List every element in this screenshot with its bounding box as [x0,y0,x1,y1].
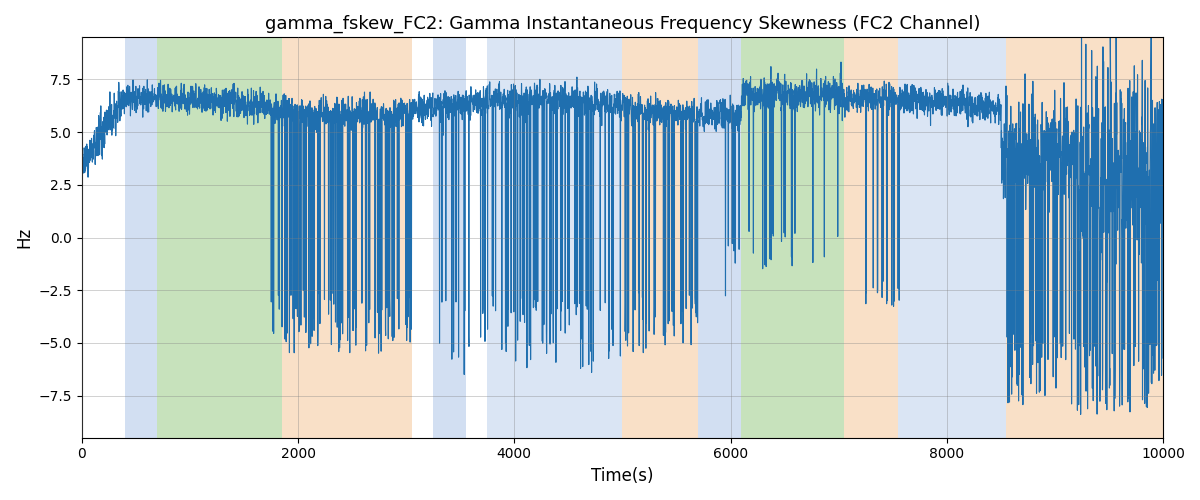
Bar [282,38,412,438]
Bar [844,38,898,438]
Title: gamma_fskew_FC2: Gamma Instantaneous Frequency Skewness (FC2 Channel): gamma_fskew_FC2: Gamma Instantaneous Fre… [265,15,980,34]
Bar [433,38,466,438]
Y-axis label: Hz: Hz [14,227,34,248]
Bar [623,38,698,438]
Bar [742,38,844,438]
Bar [487,38,623,438]
Bar [125,38,157,438]
Bar [157,38,282,438]
X-axis label: Time(s): Time(s) [592,467,654,485]
Bar [1007,38,1174,438]
Bar [698,38,742,438]
Bar [898,38,1007,438]
